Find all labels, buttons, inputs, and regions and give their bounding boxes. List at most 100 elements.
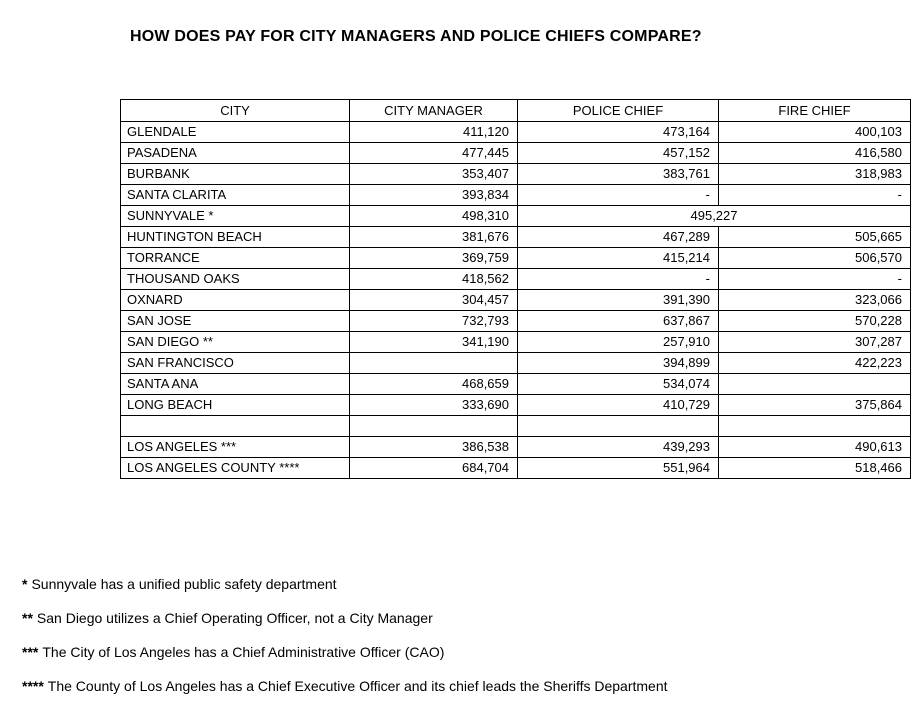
city-manager-cell: 369,759: [349, 247, 518, 269]
column-header-city: CITY: [120, 99, 350, 122]
police-chief-cell: -: [517, 268, 719, 290]
police-chief-cell: -: [517, 184, 719, 206]
table-row: THOUSAND OAKS 418,562- -: [120, 268, 911, 290]
column-header-city-manager: CITY MANAGER: [349, 99, 518, 122]
table-row: GLENDALE 411,120 473,164 400,103: [120, 121, 911, 143]
table-row: LOS ANGELES *** 386,538 439,293 490,613: [120, 436, 911, 458]
police-chief-cell: 534,074: [517, 373, 719, 395]
fire-chief-cell: -: [718, 268, 911, 290]
city-manager-cell: 381,676: [349, 226, 518, 248]
table-row: PASADENA 477,445 457,152 416,580: [120, 142, 911, 164]
city-cell: LONG BEACH: [120, 394, 350, 416]
city-manager-cell: 393,834: [349, 184, 518, 206]
fire-chief-cell: [718, 415, 911, 437]
header-row: CITY CITY MANAGER POLICE CHIEF FIRE CHIE…: [120, 99, 911, 122]
fire-chief-cell: 400,103: [718, 121, 911, 143]
city-cell: SUNNYVALE *: [120, 205, 350, 227]
city-manager-cell: 498,310: [349, 205, 518, 227]
footnote: * Sunnyvale has a unified public safety d…: [22, 576, 668, 593]
police-chief-cell: [517, 415, 719, 437]
city-cell: [120, 415, 350, 437]
police-chief-cell: 473,164: [517, 121, 719, 143]
police-chief-cell: 467,289: [517, 226, 719, 248]
city-cell: GLENDALE: [120, 121, 350, 143]
city-manager-cell: 477,445: [349, 142, 518, 164]
table-row: SAN JOSE 732,793 637,867 570,228: [120, 310, 911, 332]
table-row: OXNARD 304,457 391,390 323,066: [120, 289, 911, 311]
city-manager-cell: 418,562: [349, 268, 518, 290]
footnote-marker: **: [22, 610, 33, 626]
table-row: SANTA CLARITA 393,834- -: [120, 184, 911, 206]
city-manager-cell: [349, 352, 518, 374]
table-row: SAN FRANCISCO 394,899 422,223: [120, 352, 911, 374]
city-manager-cell: [349, 415, 518, 437]
city-cell: OXNARD: [120, 289, 350, 311]
footnote: **** The County of Los Angeles has a Chie…: [22, 678, 668, 695]
fire-chief-cell: -: [718, 184, 911, 206]
table-row: TORRANCE 369,759 415,214 506,570: [120, 247, 911, 269]
pay-comparison-table: CITY CITY MANAGER POLICE CHIEF FIRE CHIE…: [120, 99, 911, 479]
police-fire-merged-cell: 495,227: [517, 205, 911, 227]
table-body: GLENDALE 411,120 473,164 400,103 PASADENA 477…: [120, 121, 911, 479]
fire-chief-cell: 323,066: [718, 289, 911, 311]
city-cell: SAN DIEGO **: [120, 331, 350, 353]
city-manager-cell: 386,538: [349, 436, 518, 458]
fire-chief-cell: 518,466: [718, 457, 911, 479]
police-chief-cell: 415,214: [517, 247, 719, 269]
table-row: SANTA ANA 468,659 534,074: [120, 373, 911, 395]
fire-chief-cell: 318,983: [718, 163, 911, 185]
city-manager-cell: 304,457: [349, 289, 518, 311]
city-cell: PASADENA: [120, 142, 350, 164]
column-header-police-chief: POLICE CHIEF: [517, 99, 719, 122]
city-manager-cell: 411,120: [349, 121, 518, 143]
table-row: SUNNYVALE * 498,310 495,227: [120, 205, 911, 227]
city-manager-cell: 353,407: [349, 163, 518, 185]
footnote-marker: ***: [22, 644, 39, 660]
city-manager-cell: 732,793: [349, 310, 518, 332]
police-chief-cell: 394,899: [517, 352, 719, 374]
city-cell: SAN JOSE: [120, 310, 350, 332]
city-cell: BURBANK: [120, 163, 350, 185]
table-row: HUNTINGTON BEACH 381,676 467,289 505,665: [120, 226, 911, 248]
city-cell: LOS ANGELES COUNTY ****: [120, 457, 350, 479]
table-row: LOS ANGELES COUNTY **** 684,704 551,964 518…: [120, 457, 911, 479]
footnote-marker: ****: [22, 678, 44, 694]
city-cell: TORRANCE: [120, 247, 350, 269]
fire-chief-cell: 570,228: [718, 310, 911, 332]
footnote-text: Sunnyvale has a unified public safety de…: [31, 576, 337, 592]
city-cell: SANTA ANA: [120, 373, 350, 395]
fire-chief-cell: 490,613: [718, 436, 911, 458]
police-chief-cell: 457,152: [517, 142, 719, 164]
footnote-marker: *: [22, 576, 28, 592]
fire-chief-cell: 505,665: [718, 226, 911, 248]
footnote-text: The City of Los Angeles has a Chief Admi…: [42, 644, 445, 660]
police-chief-cell: 551,964: [517, 457, 719, 479]
police-chief-cell: 637,867: [517, 310, 719, 332]
table-row: LONG BEACH 333,690 410,729 375,864: [120, 394, 911, 416]
footnote-text: San Diego utilizes a Chief Operating Off…: [36, 610, 433, 626]
fire-chief-cell: 307,287: [718, 331, 911, 353]
fire-chief-cell: 506,570: [718, 247, 911, 269]
city-manager-cell: 684,704: [349, 457, 518, 479]
police-chief-cell: 383,761: [517, 163, 719, 185]
spacer-row: [120, 415, 911, 437]
city-cell: HUNTINGTON BEACH: [120, 226, 350, 248]
footnotes: * Sunnyvale has a unified public safety d…: [22, 576, 668, 712]
police-chief-cell: 257,910: [517, 331, 719, 353]
footnote-text: The County of Los Angeles has a Chief Ex…: [47, 678, 668, 694]
fire-chief-cell: 422,223: [718, 352, 911, 374]
table-row: SAN DIEGO ** 341,190 257,910 307,287: [120, 331, 911, 353]
city-cell: THOUSAND OAKS: [120, 268, 350, 290]
police-chief-cell: 410,729: [517, 394, 719, 416]
city-manager-cell: 468,659: [349, 373, 518, 395]
police-chief-cell: 391,390: [517, 289, 719, 311]
page-title: HOW DOES PAY FOR CITY MANAGERS AND POLIC…: [130, 28, 702, 45]
city-cell: LOS ANGELES ***: [120, 436, 350, 458]
police-chief-cell: 439,293: [517, 436, 719, 458]
fire-chief-cell: 416,580: [718, 142, 911, 164]
city-manager-cell: 333,690: [349, 394, 518, 416]
city-cell: SAN FRANCISCO: [120, 352, 350, 374]
footnote: ** San Diego utilizes a Chief Operating O…: [22, 610, 668, 627]
column-header-fire-chief: FIRE CHIEF: [718, 99, 911, 122]
